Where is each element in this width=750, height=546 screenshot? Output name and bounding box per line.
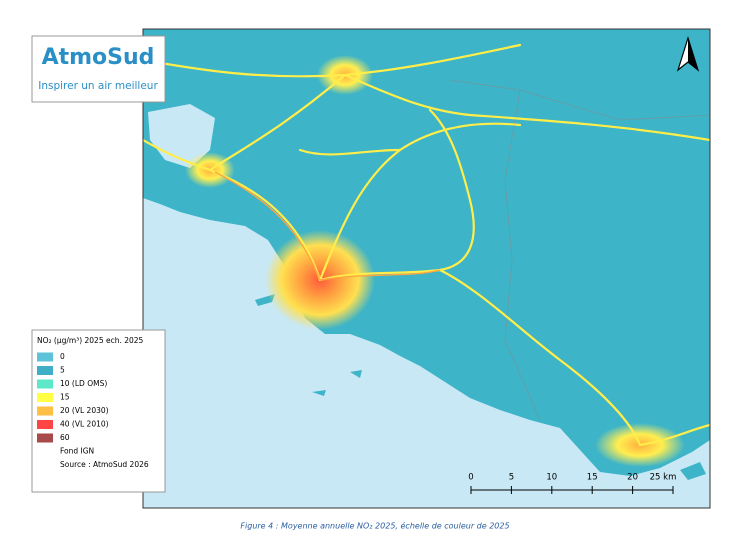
caption: Figure 4 : Moyenne annuelle NO₂ 2025, éc… bbox=[240, 521, 509, 531]
legend-label: 0 bbox=[60, 352, 65, 361]
boundaries bbox=[449, 79, 710, 421]
legend-swatch bbox=[37, 352, 53, 362]
land bbox=[143, 29, 710, 476]
legend-title: NO₂ (µg/m³) 2025 ech. 2025 bbox=[37, 336, 144, 345]
scale-label: 5 bbox=[509, 473, 514, 483]
logo: AtmoSud Inspirer un air meilleur bbox=[31, 35, 166, 103]
logo-name: AtmoSud bbox=[42, 45, 155, 70]
legend-swatch bbox=[37, 406, 53, 416]
legend-note: Source : AtmoSud 2026 bbox=[60, 460, 149, 469]
roads bbox=[143, 43, 710, 447]
legend-label: 10 (LD OMS) bbox=[60, 379, 107, 388]
legend-label: 60 bbox=[60, 433, 70, 442]
logo-tagline: Inspirer un air meilleur bbox=[38, 80, 158, 92]
scale-label: 20 bbox=[627, 473, 638, 483]
legend-swatch bbox=[37, 379, 53, 389]
scale-label: 15 bbox=[587, 473, 598, 483]
scale-label: 0 bbox=[468, 473, 473, 483]
logo-box bbox=[31, 35, 166, 103]
north-arrow bbox=[676, 35, 700, 72]
legend-label: 15 bbox=[60, 393, 70, 402]
legend: NO₂ (µg/m³) 2025 ech. 2025 0 5 10 (LD OMS)… bbox=[31, 329, 166, 493]
island bbox=[680, 462, 706, 480]
legend-swatch bbox=[37, 366, 53, 375]
legend-swatch bbox=[37, 393, 53, 402]
legend-label: 40 (VL 2010) bbox=[60, 420, 109, 429]
map bbox=[143, 29, 710, 508]
legend-swatch bbox=[37, 420, 53, 429]
legend-swatch bbox=[37, 433, 53, 443]
legend-box bbox=[31, 329, 166, 493]
scale-label: 10 bbox=[546, 473, 557, 483]
scale-label: 25 km bbox=[650, 473, 677, 483]
legend-note: Fond IGN bbox=[60, 447, 94, 456]
legend-label: 5 bbox=[60, 366, 65, 375]
scale-bar: 0 5 10 15 20 25 km bbox=[468, 473, 677, 494]
legend-label: 20 (VL 2030) bbox=[60, 406, 109, 415]
major-roads bbox=[214, 171, 441, 281]
map-frame bbox=[142, 28, 711, 509]
